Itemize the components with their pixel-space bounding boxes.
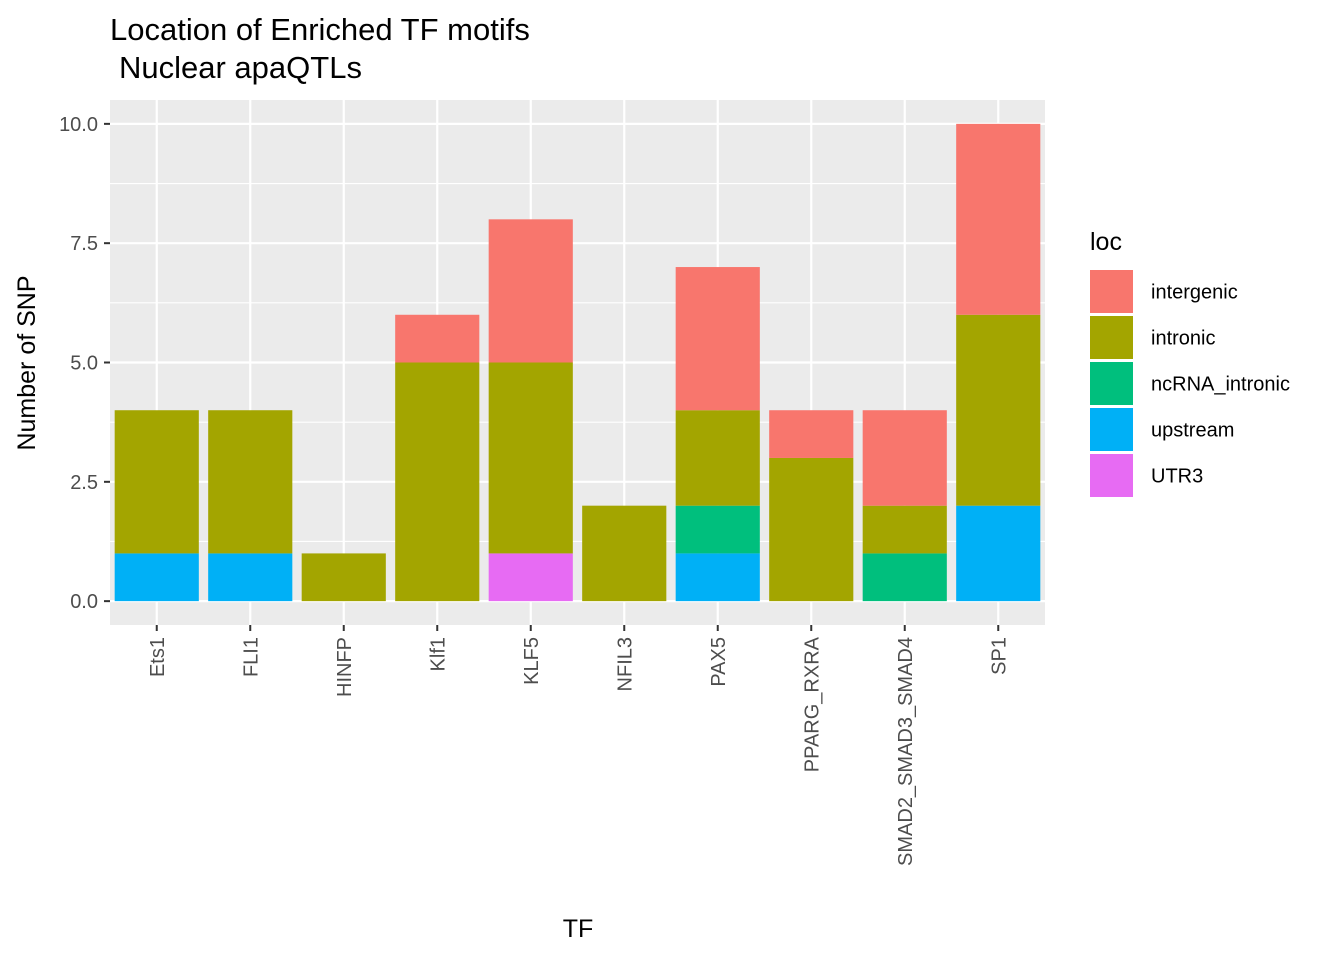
- bar-Klf1-intronic: [395, 362, 480, 602]
- bar-SMAD2_SMAD3_SMAD4-ncRNA_intronic: [862, 553, 947, 602]
- legend-label-ncRNA_intronic: ncRNA_intronic: [1151, 374, 1290, 396]
- legend-title: loc: [1090, 228, 1122, 256]
- bar-PPARG_RXRA-intergenic: [769, 410, 854, 458]
- y-tick-label: 10.0: [59, 114, 98, 136]
- bar-PPARG_RXRA-intronic: [769, 457, 854, 602]
- legend-key-upstream: [1090, 408, 1133, 451]
- x-tick-label: FLI1: [240, 637, 262, 677]
- legend-label-UTR3: UTR3: [1151, 466, 1203, 488]
- x-tick-label: SMAD2_SMAD3_SMAD4: [895, 637, 917, 866]
- legend-key-intronic: [1090, 316, 1133, 359]
- bar-SP1-upstream: [956, 505, 1041, 602]
- bar-PAX5-upstream: [675, 553, 760, 602]
- y-tick-label: 2.5: [70, 472, 98, 494]
- legend-label-upstream: upstream: [1151, 420, 1234, 442]
- x-axis-title: TF: [563, 915, 594, 943]
- bar-SMAD2_SMAD3_SMAD4-intronic: [862, 505, 947, 554]
- bar-Klf1-intergenic: [395, 314, 480, 363]
- bar-KLF5-UTR3: [488, 553, 573, 602]
- bar-NFIL3-intronic: [582, 505, 667, 602]
- bar-FLI1-upstream: [208, 553, 293, 602]
- x-tick-label: SP1: [988, 637, 1010, 675]
- y-tick-label: 5.0: [70, 353, 98, 375]
- legend: intergenic intronic ncRNA_intronic upstream…: [1090, 270, 1290, 497]
- plot-area: 0.0 2.5 5.0 7.5 10.0 Ets1 FLI1 HINFP Klf1 KLF5 NFI…: [59, 100, 1045, 866]
- bar-KLF5-intronic: [488, 362, 573, 554]
- x-tick-label: PAX5: [708, 637, 730, 687]
- bar-PAX5-intronic: [675, 410, 760, 506]
- bar-Ets1-upstream: [114, 553, 199, 602]
- y-tick-label: 7.5: [70, 233, 98, 255]
- bar-KLF5-intergenic: [488, 219, 573, 363]
- y-axis-title: Number of SNP: [13, 275, 41, 450]
- bar-PAX5-ncRNA_intronic: [675, 505, 760, 554]
- bar-FLI1-intronic: [208, 410, 293, 554]
- bar-SP1-intergenic: [956, 123, 1041, 315]
- x-tick-label: PPARG_RXRA: [801, 636, 823, 772]
- legend-key-UTR3: [1090, 454, 1133, 497]
- bar-Ets1-intronic: [114, 410, 199, 554]
- bar-HINFP-intronic: [301, 553, 386, 602]
- bar-PAX5-intergenic: [675, 267, 760, 411]
- bar-SMAD2_SMAD3_SMAD4-intergenic: [862, 410, 947, 506]
- x-tick-label: NFIL3: [614, 637, 636, 691]
- legend-label-intergenic: intergenic: [1151, 282, 1238, 304]
- x-tick-label: HINFP: [334, 637, 356, 697]
- x-tick-label: Klf1: [427, 637, 449, 671]
- legend-key-intergenic: [1090, 270, 1133, 313]
- chart-subtitle: Nuclear apaQTLs: [119, 50, 362, 85]
- x-tick-label: KLF5: [521, 637, 543, 685]
- legend-key-ncRNA_intronic: [1090, 362, 1133, 405]
- legend-label-intronic: intronic: [1151, 328, 1215, 350]
- x-tick-label: Ets1: [147, 637, 169, 677]
- chart-title: Location of Enriched TF motifs: [110, 12, 530, 47]
- bar-SP1-intronic: [956, 314, 1041, 506]
- y-tick-label: 0.0: [70, 591, 98, 613]
